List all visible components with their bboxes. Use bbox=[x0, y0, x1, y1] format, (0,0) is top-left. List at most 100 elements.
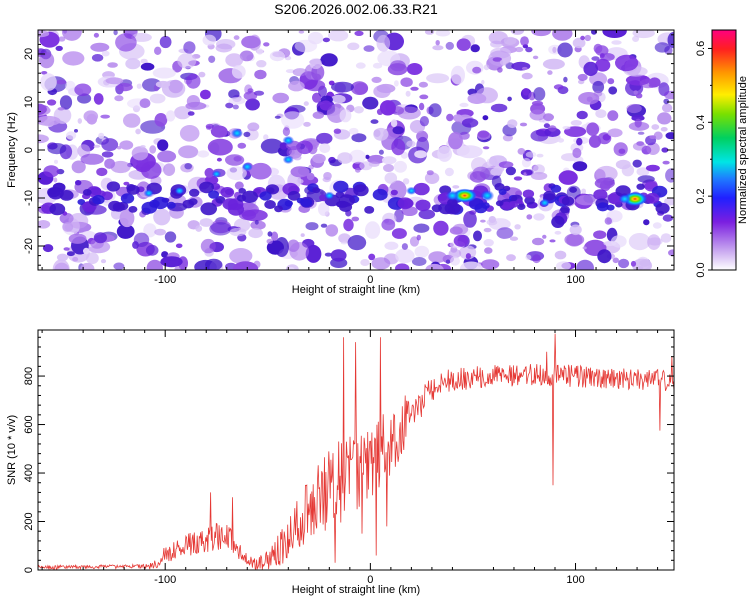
heatmap-cell bbox=[161, 251, 169, 258]
heatmap-cell bbox=[347, 235, 367, 251]
heatmap-cell bbox=[554, 250, 567, 260]
heatmap-cell bbox=[432, 45, 444, 51]
heatmap-cell bbox=[456, 38, 471, 51]
heatmap-band-cell bbox=[77, 199, 86, 205]
heatmap-cell bbox=[482, 115, 489, 121]
heatmap-cell bbox=[116, 224, 135, 239]
heatmap-band-cell bbox=[49, 203, 66, 216]
y-tick-label: -10 bbox=[23, 190, 35, 206]
heatmap-cell bbox=[632, 159, 642, 168]
heatmap-cell bbox=[187, 111, 195, 116]
heatmap-cell bbox=[373, 127, 389, 141]
heatmap-cell bbox=[83, 247, 90, 255]
heatmap-cell bbox=[473, 230, 482, 242]
heatmap-cell bbox=[395, 263, 410, 270]
heatmap-cell bbox=[355, 167, 361, 173]
heatmap-cell bbox=[289, 242, 310, 261]
heatmap-cell bbox=[602, 134, 611, 141]
heatmap-cell bbox=[564, 126, 587, 137]
heatmap-cell bbox=[553, 84, 564, 90]
heatmap-cell bbox=[68, 213, 89, 229]
heatmap-band-cell bbox=[259, 191, 272, 201]
heatmap-cell bbox=[54, 159, 58, 164]
heatmap-cell bbox=[406, 63, 423, 75]
heatmap-band-cell bbox=[189, 188, 200, 197]
heatmap-cell bbox=[272, 92, 290, 104]
heatmap-cell bbox=[419, 94, 429, 100]
heatmap-cell bbox=[453, 234, 469, 247]
heatmap-cell bbox=[93, 144, 101, 148]
heatmap-cell bbox=[452, 114, 463, 122]
heatmap-cell bbox=[633, 90, 638, 95]
heatmap-cell bbox=[400, 77, 413, 87]
heatmap-cell bbox=[525, 46, 533, 53]
heatmap-cell bbox=[637, 131, 645, 135]
heatmap-cell bbox=[531, 30, 551, 37]
heatmap-cell bbox=[304, 79, 326, 92]
heatmap-cell bbox=[178, 145, 199, 159]
heatmap-cell bbox=[575, 195, 597, 206]
heatmap-cell bbox=[448, 132, 463, 150]
heatmap-cell bbox=[165, 110, 176, 122]
heatmap-cell bbox=[602, 30, 627, 38]
heatmap-cell bbox=[368, 253, 376, 261]
heatmap-cell bbox=[319, 100, 332, 111]
heatmap-band-cell bbox=[339, 202, 353, 212]
heatmap-cell bbox=[62, 51, 85, 66]
heatmap-cell bbox=[435, 30, 451, 37]
heatmap-cell bbox=[66, 131, 77, 140]
heatmap-band-cell bbox=[333, 180, 349, 193]
heatmap-band-cell bbox=[447, 198, 458, 207]
heatmap-cell bbox=[157, 150, 177, 163]
heatmap-cell bbox=[154, 228, 167, 236]
heatmap-cell bbox=[470, 44, 480, 53]
heatmap-cell bbox=[452, 185, 460, 189]
heatmap-band-cell bbox=[509, 201, 519, 208]
heatmap-cell bbox=[318, 202, 330, 217]
heatmap-cell bbox=[323, 172, 332, 180]
heatmap-cell bbox=[153, 208, 171, 226]
heatmap-field bbox=[38, 30, 674, 270]
heatmap-band-cell bbox=[312, 187, 321, 194]
heatmap-peak bbox=[445, 190, 459, 201]
heatmap-cell bbox=[131, 32, 152, 42]
heatmap-cell bbox=[517, 148, 526, 155]
heatmap-band-cell bbox=[222, 198, 238, 211]
heatmap-cell bbox=[632, 30, 655, 39]
heatmap-cell bbox=[607, 128, 623, 138]
y-tick-label: 400 bbox=[23, 464, 35, 482]
heatmap-x-label: Height of straight line (km) bbox=[292, 284, 420, 296]
heatmap-cell bbox=[586, 122, 600, 136]
heatmap-cell bbox=[41, 71, 48, 75]
heatmap-cell bbox=[351, 133, 367, 143]
heatmap-cell bbox=[91, 54, 104, 62]
heatmap-cell bbox=[330, 94, 346, 104]
heatmap-cell bbox=[394, 209, 404, 223]
heatmap-cell bbox=[405, 90, 411, 97]
heatmap-cell bbox=[131, 146, 149, 161]
heatmap-cell bbox=[309, 57, 322, 70]
heatmap-cell bbox=[402, 178, 410, 185]
heatmap-cell bbox=[360, 259, 370, 266]
heatmap-cell bbox=[157, 139, 169, 151]
heatmap-cell bbox=[628, 233, 651, 251]
heatmap-cell bbox=[298, 30, 305, 34]
heatmap-cell bbox=[177, 53, 197, 69]
heatmap-band-cell bbox=[550, 184, 562, 193]
heatmap-cell bbox=[225, 53, 244, 67]
heatmap-cell bbox=[98, 132, 105, 139]
heatmap-cell bbox=[114, 95, 124, 102]
heatmap-peak bbox=[174, 186, 185, 195]
heatmap-cell bbox=[123, 181, 130, 186]
heatmap-cell bbox=[185, 101, 207, 110]
heatmap-cell bbox=[312, 111, 324, 119]
heatmap-cell bbox=[285, 69, 295, 74]
heatmap-cell bbox=[426, 170, 434, 176]
heatmap-cell bbox=[347, 42, 360, 51]
heatmap-cell bbox=[384, 241, 399, 250]
heatmap-cell bbox=[93, 232, 107, 244]
heatmap-cell bbox=[414, 245, 430, 258]
heatmap-band-cell bbox=[606, 204, 615, 211]
heatmap-cell bbox=[113, 262, 125, 270]
